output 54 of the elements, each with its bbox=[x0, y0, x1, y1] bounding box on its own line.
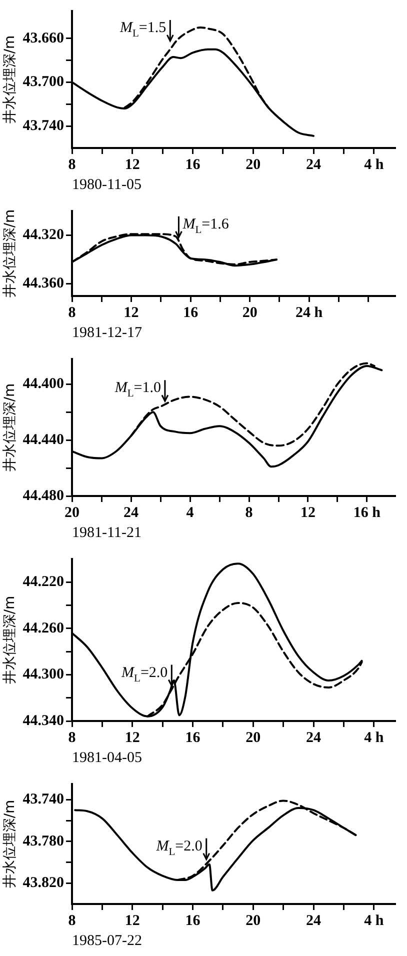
x-tick-label: 16 bbox=[185, 730, 201, 746]
x-tick-label: 24 bbox=[306, 912, 322, 929]
x-tick-label: 4 h bbox=[364, 730, 384, 746]
y-axis-title: 井水位埋深/m bbox=[2, 800, 18, 888]
x-axis-title: 1980-11-05 bbox=[72, 176, 142, 193]
y-tick-label: 44.260 bbox=[22, 620, 64, 636]
x-tick-label: 8 bbox=[245, 504, 253, 521]
x-tick-label: 20 bbox=[64, 504, 80, 521]
x-tick-label: 24 bbox=[124, 504, 140, 521]
x-tick-label: 4 h bbox=[364, 156, 384, 173]
y-tick-label: 43.820 bbox=[22, 875, 64, 892]
x-tick-label: 24 h bbox=[296, 304, 324, 321]
x-axis-title: 1985-07-22 bbox=[72, 932, 142, 949]
x-tick-label: 20 bbox=[246, 156, 261, 173]
x-tick-label: 20 bbox=[246, 912, 261, 929]
y-axis-title: 井水位埋深/m bbox=[2, 35, 18, 124]
y-tick-label: 44.320 bbox=[22, 227, 64, 244]
x-tick-label: 12 bbox=[300, 504, 316, 521]
x-tick-label: 20 bbox=[246, 730, 261, 746]
x-tick-label: 8 bbox=[68, 156, 76, 173]
x-tick-label: 12 bbox=[124, 156, 140, 173]
x-axis-title: 1981-11-21 bbox=[72, 524, 142, 541]
y-tick-label: 44.400 bbox=[22, 376, 64, 392]
x-axis-title: 1981-04-05 bbox=[72, 750, 142, 766]
y-tick-label: 44.440 bbox=[22, 432, 64, 448]
y-tick-label: 43.780 bbox=[22, 833, 64, 850]
y-axis-title: 井水位埋深/m bbox=[2, 596, 18, 684]
y-tick-label: 43.700 bbox=[22, 74, 64, 90]
y-tick-label: 43.660 bbox=[22, 30, 64, 46]
y-tick-label: 43.740 bbox=[22, 792, 64, 808]
x-tick-label: 12 bbox=[124, 912, 140, 929]
y-tick-label: 44.300 bbox=[22, 666, 64, 683]
y-tick-label: 44.220 bbox=[22, 574, 64, 590]
x-tick-label: 20 bbox=[242, 304, 258, 321]
y-tick-label: 44.480 bbox=[22, 488, 64, 504]
x-tick-label: 12 bbox=[124, 730, 140, 746]
x-tick-label: 16 bbox=[185, 156, 201, 173]
x-tick-label: 16 h bbox=[353, 504, 382, 521]
x-axis-title: 1981-12-17 bbox=[72, 324, 143, 341]
x-tick-label: 12 bbox=[124, 304, 139, 321]
y-axis-title: 井水位埋深/m bbox=[2, 209, 18, 298]
x-tick-label: 8 bbox=[68, 730, 76, 746]
y-tick-label: 44.340 bbox=[22, 712, 64, 729]
y-tick-label: 44.360 bbox=[22, 276, 64, 292]
x-tick-label: 16 bbox=[183, 304, 199, 321]
x-tick-label: 4 bbox=[186, 504, 194, 521]
x-tick-label: 24 bbox=[306, 730, 322, 746]
x-tick-label: 8 bbox=[68, 304, 76, 321]
x-tick-label: 16 bbox=[185, 912, 201, 929]
y-tick-label: 43.740 bbox=[22, 118, 64, 134]
y-axis-title: 井水位埋深/m bbox=[2, 383, 18, 472]
x-tick-label: 24 bbox=[306, 156, 322, 173]
x-tick-label: 8 bbox=[68, 912, 76, 929]
x-tick-label: 4 h bbox=[364, 912, 384, 929]
